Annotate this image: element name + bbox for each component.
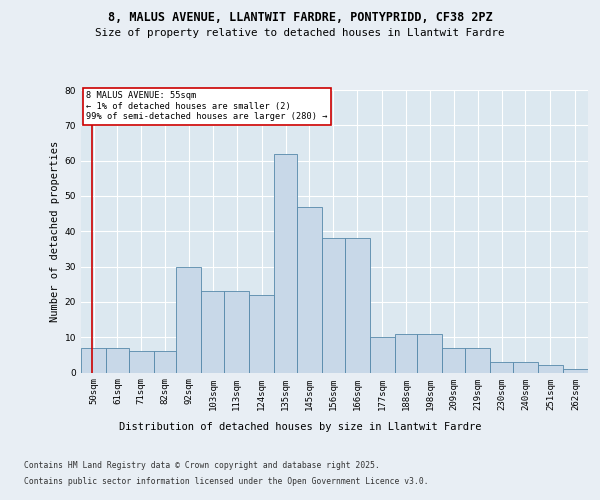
Bar <box>224 292 249 372</box>
Bar <box>81 348 106 372</box>
Bar <box>176 266 202 372</box>
Bar <box>129 352 154 372</box>
Text: 8, MALUS AVENUE, LLANTWIT FARDRE, PONTYPRIDD, CF38 2PZ: 8, MALUS AVENUE, LLANTWIT FARDRE, PONTYP… <box>107 11 493 24</box>
Bar <box>274 154 297 372</box>
Bar <box>154 352 176 372</box>
Text: Size of property relative to detached houses in Llantwit Fardre: Size of property relative to detached ho… <box>95 28 505 38</box>
Bar <box>490 362 513 372</box>
Text: Distribution of detached houses by size in Llantwit Fardre: Distribution of detached houses by size … <box>119 422 481 432</box>
Text: 8 MALUS AVENUE: 55sqm
← 1% of detached houses are smaller (2)
99% of semi-detach: 8 MALUS AVENUE: 55sqm ← 1% of detached h… <box>86 92 328 121</box>
Bar <box>345 238 370 372</box>
Bar <box>513 362 538 372</box>
Bar <box>418 334 442 372</box>
Bar <box>465 348 490 372</box>
Bar <box>442 348 465 372</box>
Bar <box>202 292 224 372</box>
Y-axis label: Number of detached properties: Number of detached properties <box>50 140 61 322</box>
Bar <box>322 238 345 372</box>
Bar <box>563 369 588 372</box>
Bar <box>538 366 563 372</box>
Bar <box>370 337 395 372</box>
Bar <box>249 295 274 372</box>
Bar <box>297 206 322 372</box>
Bar <box>106 348 129 372</box>
Bar <box>395 334 418 372</box>
Text: Contains public sector information licensed under the Open Government Licence v3: Contains public sector information licen… <box>24 476 428 486</box>
Text: Contains HM Land Registry data © Crown copyright and database right 2025.: Contains HM Land Registry data © Crown c… <box>24 462 380 470</box>
